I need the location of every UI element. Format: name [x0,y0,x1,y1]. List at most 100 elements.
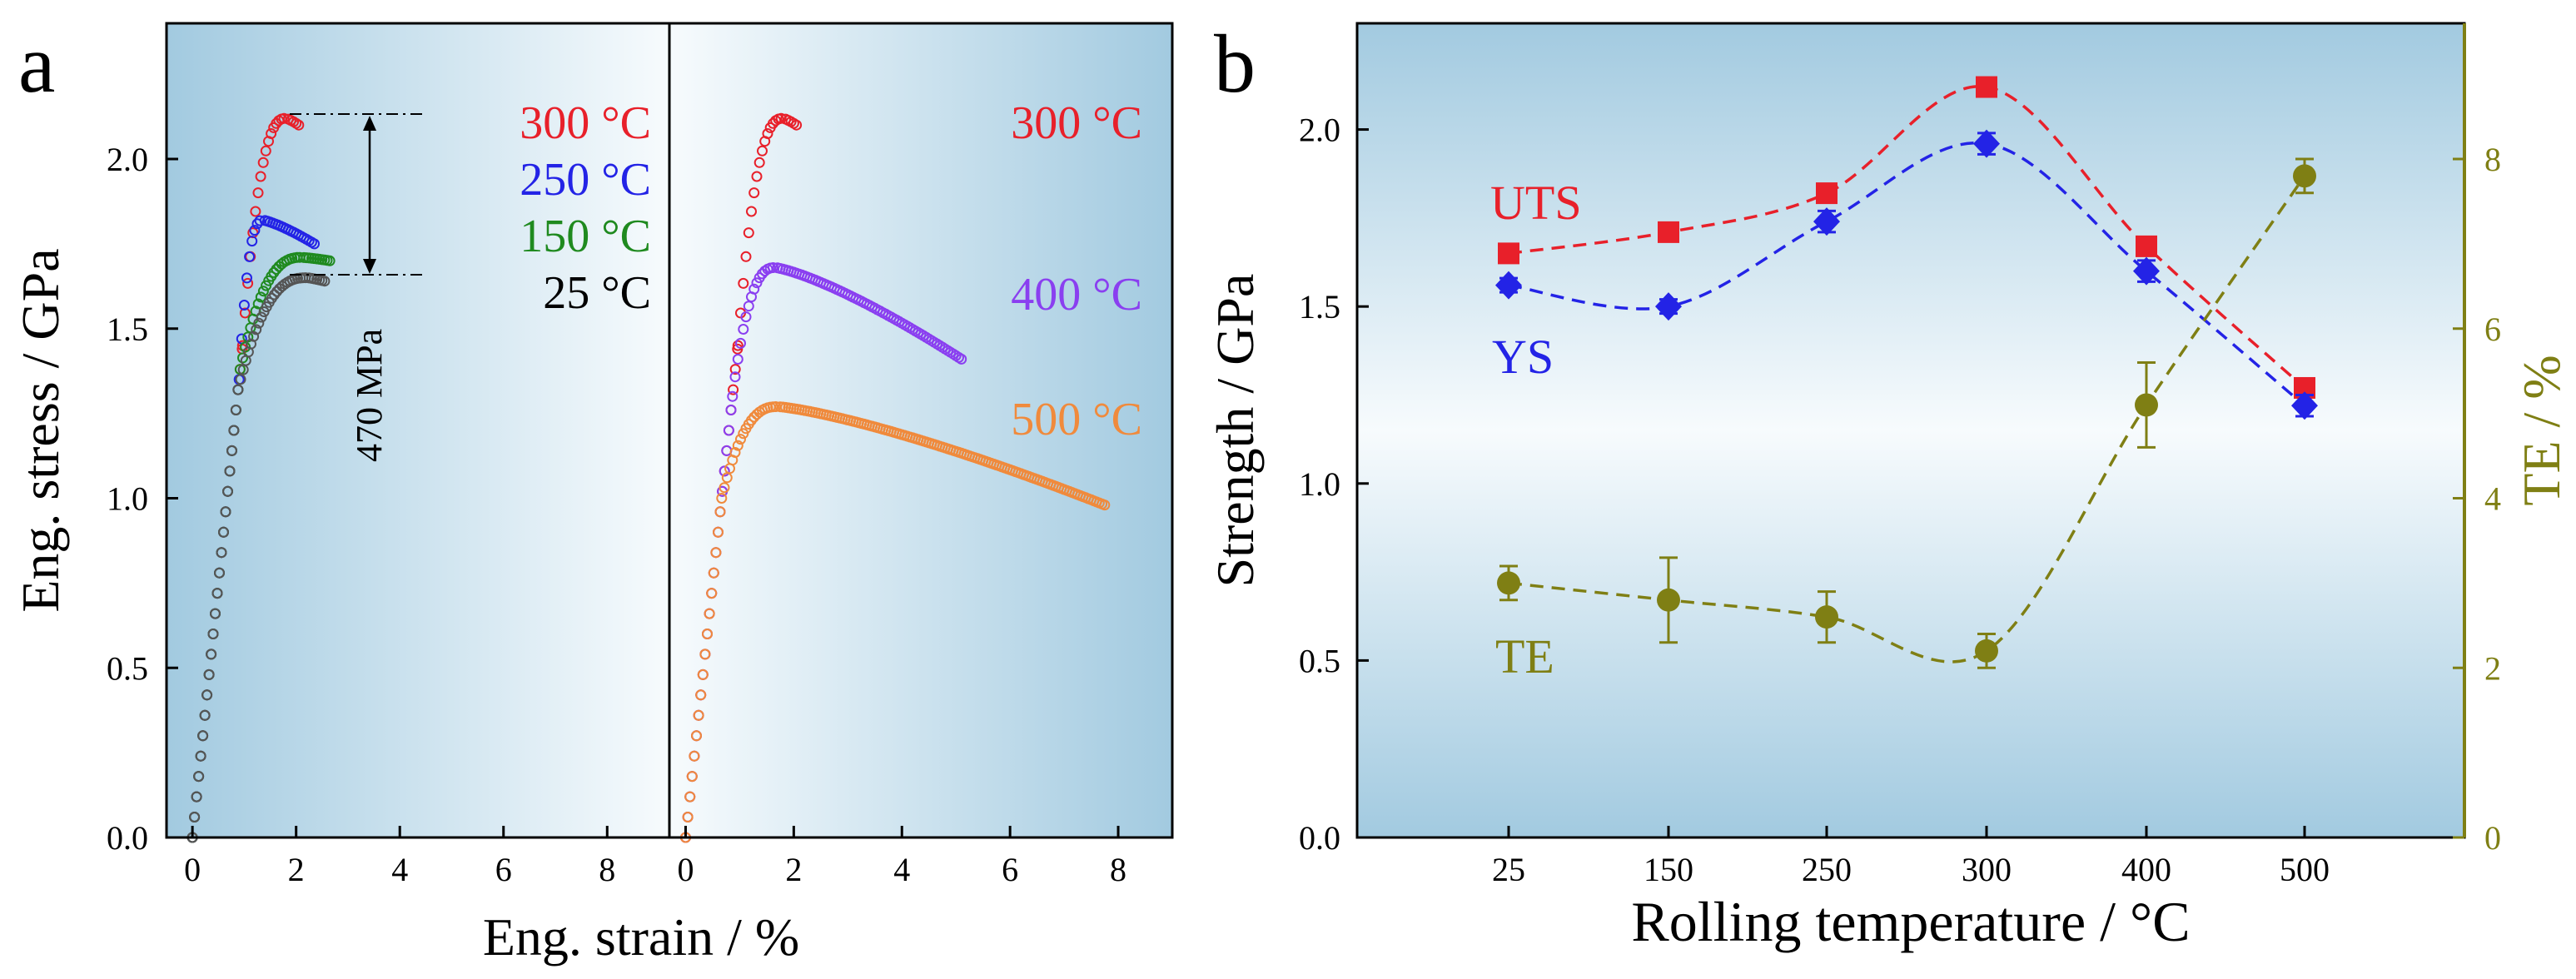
data-point [324,255,336,266]
data-point [255,171,266,182]
data-point [791,119,803,131]
panel-a-right-background [669,23,1172,837]
data-point [743,227,754,239]
annotation-arrow-head-down [363,259,376,274]
data-point [222,485,233,497]
data-point [214,567,225,579]
x-tick-label: 500 [2280,851,2330,888]
data-point [248,330,260,342]
data-point [740,311,752,323]
data-point [729,447,741,458]
data-point [206,649,217,660]
data-point [768,262,778,273]
x-tick-label: 0 [677,851,694,888]
series-te [1497,157,2316,669]
data-point [226,445,237,456]
te-marker [2293,164,2316,188]
te-marker [1975,639,1998,663]
te-marker [2135,393,2158,417]
data-point [751,171,763,182]
data-point [244,251,256,262]
data-point [230,405,241,415]
data-point [238,300,250,311]
x-tick-label: 4 [893,851,910,888]
data-point [241,272,252,284]
data-point [753,157,765,168]
ys-trend-line [1508,141,2306,407]
panel-a: 470 MPa 0 2 4 6 8 0 2 4 6 8 0.0 0.5 1.0 1.5 2.0 300 °C… [11,17,1174,967]
annotation-arrow-head-up [363,116,376,131]
data-point [210,608,221,619]
data-point [735,434,746,445]
data-point [254,215,266,226]
x-tick-label: 25 [1492,851,1525,888]
legend-400c: 400 °C [1011,269,1142,321]
data-point [251,324,262,335]
y2-tick-label: 4 [2484,480,2501,518]
data-point [706,588,718,599]
legend-250c: 250 °C [520,154,651,206]
data-point [748,283,760,295]
data-point [256,311,267,323]
data-point [751,277,763,289]
y2-tick-label: 2 [2484,649,2501,687]
data-point [708,567,719,579]
data-point [252,187,264,199]
te-marker [1815,605,1838,629]
data-point [195,750,206,762]
data-point [249,225,261,236]
data-point [697,668,709,680]
data-point [257,157,269,168]
data-point [725,405,737,415]
data-point [255,291,266,303]
panel-a-legend-left: 300 °C 250 °C 150 °C 25 °C [520,97,651,319]
panel-b-background [1357,23,2464,837]
data-point [260,145,271,157]
x-tick-label: 4 [391,851,408,888]
panel-b-series [1495,76,2318,669]
y-tick-label: 0.5 [107,649,148,687]
data-point [278,112,290,124]
x-tick-label: 2 [288,851,305,888]
data-point [682,812,694,822]
data-point [224,465,236,477]
legend-500c: 500 °C [1011,394,1142,445]
y-tick-label: 0.0 [107,819,148,857]
data-point [732,354,743,365]
data-point [762,128,773,139]
data-point [956,353,967,365]
x-tick-label: 2 [785,851,802,888]
data-point [689,750,700,762]
ys-marker [1655,292,1682,321]
data-point [735,337,746,349]
panel-a-left-series [186,112,336,843]
data-point [309,238,320,250]
data-point [719,482,730,494]
legend-150c: 150 °C [520,211,651,262]
data-point [727,390,738,402]
y-tick-label: 0.5 [1299,642,1340,679]
y-tick-label: 2.0 [1299,112,1340,149]
panel-b-axes: 25 150 250 300 400 500 0.0 0.5 1.0 1.5 2.0 0 2 4 6 8 [1299,112,2501,888]
data-point [199,709,211,721]
data-point [201,689,213,701]
x-tick-label: 400 [2121,851,2171,888]
ys-marker [2291,391,2318,420]
data-point [738,324,749,335]
y-tick-label: 1.0 [107,480,148,518]
data-point [684,791,696,803]
panel-b-letter: b [1214,17,1256,110]
data-point [748,187,760,199]
data-point [218,526,229,538]
data-point [695,689,707,701]
data-point [197,730,209,742]
stress-strain-series-25C-left [186,272,331,843]
data-point [732,440,743,451]
y-tick-label: 1.5 [107,311,148,348]
data-point [293,119,305,131]
data-point [250,206,261,217]
data-point [702,629,713,639]
data-point [232,384,244,395]
data-point [714,506,726,518]
data-point [699,649,711,660]
